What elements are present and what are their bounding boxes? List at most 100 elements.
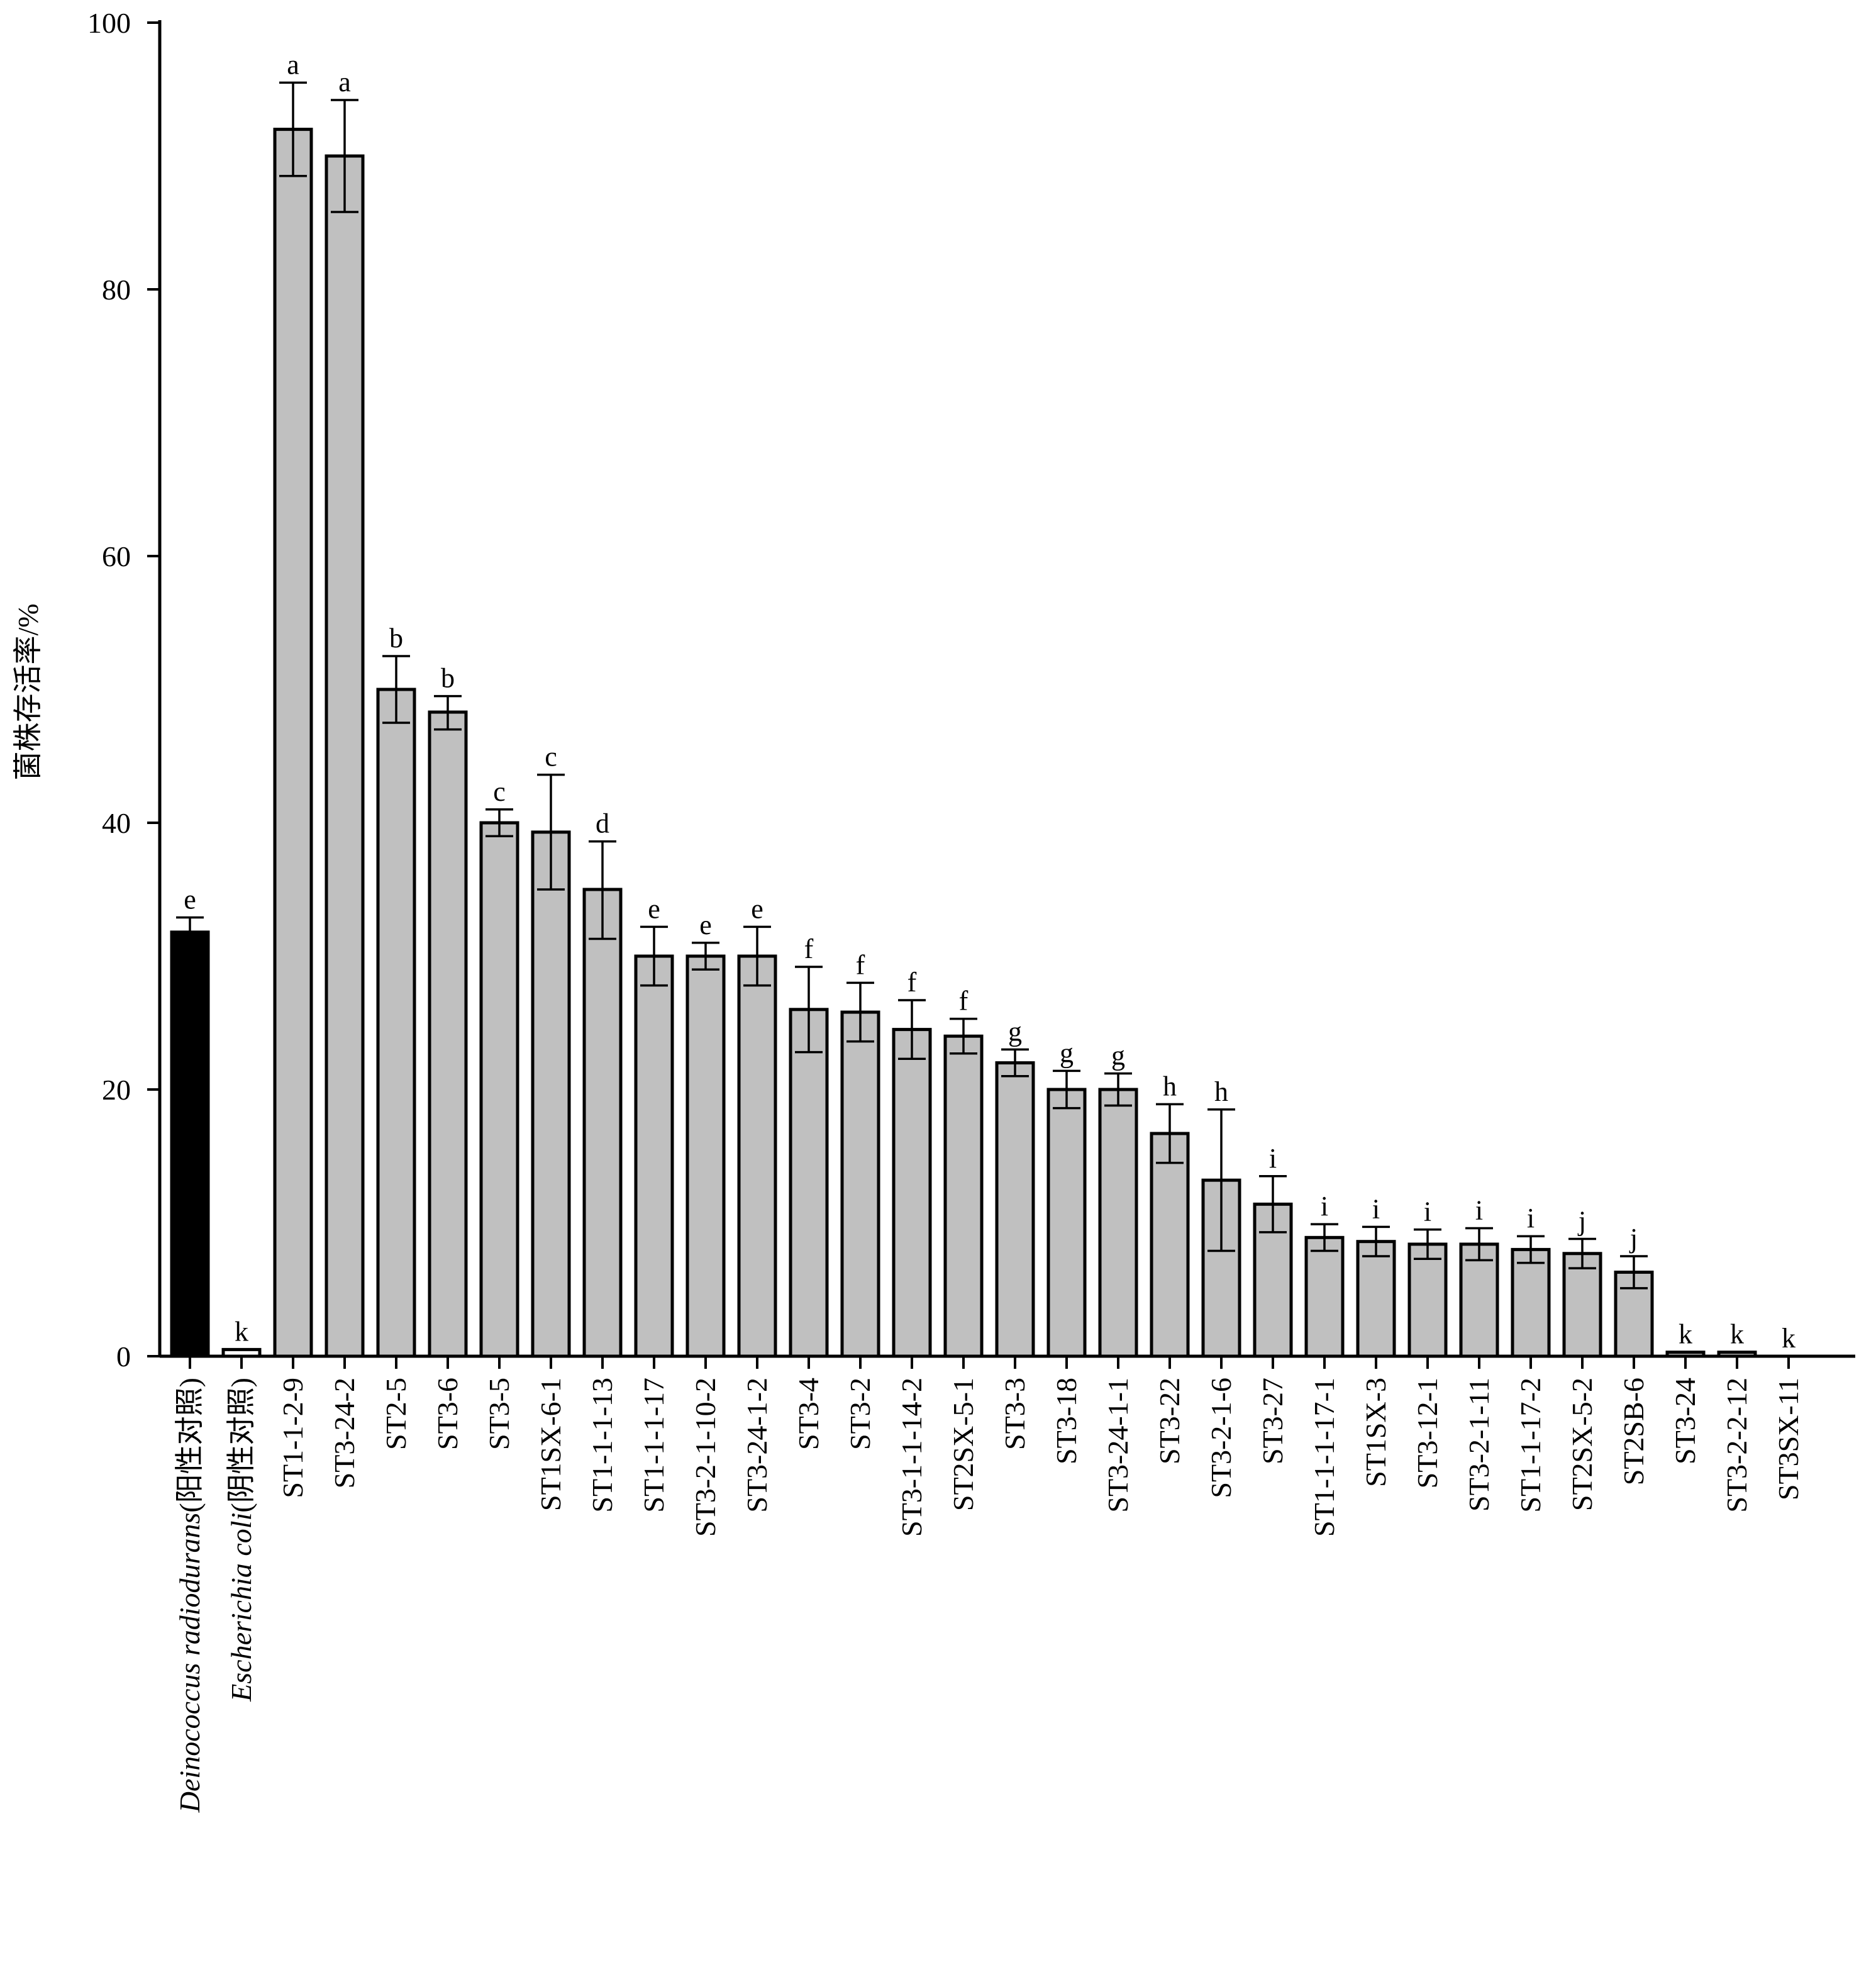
bar — [634, 954, 674, 1358]
significance-label: a — [287, 49, 299, 80]
x-tick-label: ST1-1-1-13 — [586, 1378, 618, 1513]
bar — [221, 1347, 262, 1358]
bar — [582, 888, 623, 1358]
significance-label: h — [1163, 1071, 1177, 1101]
x-tick-label: ST3-27 — [1257, 1378, 1289, 1464]
significance-label: i — [1269, 1143, 1277, 1174]
significance-label: g — [1060, 1037, 1074, 1068]
x-tick-label-species: Escherichia coli — [225, 1513, 257, 1702]
significance-label: b — [389, 623, 403, 654]
significance-label: f — [856, 949, 865, 980]
x-tick-label: ST2-5 — [380, 1378, 412, 1450]
bar — [892, 1028, 932, 1358]
significance-label: e — [751, 893, 763, 924]
x-tick-label: ST3-2 — [844, 1378, 876, 1450]
y-tick-label: 0 — [116, 1340, 131, 1373]
y-tick-label: 40 — [102, 807, 131, 839]
y-tick-label: 80 — [102, 274, 131, 306]
significance-label: i — [1424, 1196, 1431, 1227]
x-tick-label: Deinococcus radiodurans(阳性对照) — [174, 1378, 206, 1813]
significance-label: a — [338, 67, 351, 98]
x-tick-label: ST3-4 — [792, 1378, 824, 1450]
bars — [170, 128, 1757, 1358]
bar — [428, 710, 468, 1358]
bar — [1407, 1242, 1448, 1358]
significance-label: h — [1214, 1076, 1228, 1107]
significance-label: k — [1679, 1319, 1692, 1350]
bar — [1459, 1242, 1499, 1358]
significance-label: k — [1730, 1319, 1744, 1350]
x-tick-label: Escherichia coli(阴性对照) — [225, 1378, 257, 1702]
bar — [479, 821, 519, 1358]
y-axis: 0 20 40 60 80 100 — [87, 7, 162, 1373]
significance-label: d — [596, 808, 609, 839]
bar — [995, 1061, 1035, 1358]
x-tick-label: ST1-1-17-2 — [1514, 1378, 1546, 1513]
significance-label: f — [804, 933, 814, 964]
x-tick-label: ST3-22 — [1153, 1378, 1185, 1464]
x-tick-label: ST3-1-1-14-2 — [896, 1378, 928, 1537]
bar — [531, 830, 571, 1358]
bar — [325, 154, 365, 1358]
bar — [1665, 1351, 1706, 1358]
x-tick-label: ST3-5 — [483, 1378, 515, 1450]
x-tick-label: ST3-2-2-12 — [1721, 1378, 1753, 1513]
significance-label: i — [1372, 1193, 1380, 1224]
x-tick-label: ST2SX-5-2 — [1566, 1378, 1598, 1511]
x-tick-label: ST1-1-1-17 — [638, 1378, 670, 1513]
bar — [376, 688, 416, 1358]
significance-label: c — [493, 776, 506, 807]
x-tick-label: ST3-18 — [1050, 1378, 1082, 1464]
x-tick-label: ST1-1-1-17-1 — [1308, 1378, 1340, 1537]
bar — [170, 930, 210, 1358]
bar — [1511, 1247, 1551, 1358]
x-axis — [160, 1354, 1855, 1369]
x-tick-label: ST2SX-5-1 — [947, 1378, 979, 1511]
bar — [840, 1010, 880, 1358]
significance-label: i — [1475, 1195, 1483, 1225]
x-tick-label: ST1SX-3 — [1360, 1378, 1392, 1487]
x-tick-label: ST3-24-1-1 — [1102, 1378, 1134, 1513]
x-tick-label: ST3-2-1-11 — [1463, 1378, 1495, 1512]
y-tick-label: 100 — [87, 7, 131, 39]
bar — [1304, 1235, 1345, 1358]
x-tick-label: ST2SB-6 — [1618, 1378, 1650, 1485]
significance-label: i — [1527, 1203, 1535, 1234]
x-tick-label-species: Deinococcus radiodurans — [174, 1513, 206, 1814]
significance-label: k — [235, 1316, 248, 1347]
significance-label: j — [1577, 1205, 1586, 1236]
bar — [1150, 1132, 1190, 1358]
bar — [1046, 1088, 1087, 1358]
significance-labels: e k a a b b c c d e e e f f f f g g g h h i i i i i i j j k k k — [184, 49, 1796, 1354]
y-tick-label: 60 — [102, 540, 131, 572]
bar — [1717, 1351, 1757, 1358]
bar — [789, 1008, 829, 1358]
significance-label: c — [545, 742, 557, 772]
y-tick-label: 20 — [102, 1074, 131, 1106]
bar — [1356, 1240, 1396, 1358]
x-tick-label-suffix: (阴性对照) — [225, 1378, 257, 1513]
bar — [737, 954, 777, 1358]
x-tick-label: ST3-24 — [1669, 1378, 1701, 1464]
x-tick-label: ST3-3 — [999, 1378, 1031, 1450]
significance-label: e — [184, 884, 196, 915]
x-tick-label: ST3-24-1-2 — [741, 1378, 773, 1513]
significance-label: j — [1629, 1223, 1638, 1254]
x-tick-label: ST3-2-1-6 — [1205, 1378, 1237, 1498]
bar — [273, 128, 313, 1358]
x-tick-label: ST3-12-1 — [1411, 1378, 1443, 1488]
significance-label: i — [1321, 1191, 1328, 1222]
x-tick-label: ST3-24-2 — [328, 1378, 360, 1488]
x-tick-label-suffix: (阳性对照) — [174, 1378, 206, 1513]
x-tick-label: ST3-6 — [431, 1378, 463, 1450]
significance-label: e — [699, 910, 712, 940]
x-tick-labels: Deinococcus radiodurans(阳性对照) Escherichia… — [174, 1378, 1804, 1813]
significance-label: f — [959, 986, 969, 1017]
significance-label: g — [1008, 1016, 1022, 1047]
x-tick-label: ST1SX-6-1 — [535, 1378, 567, 1511]
significance-label: e — [648, 893, 660, 924]
significance-label: f — [907, 967, 917, 998]
bar — [685, 954, 726, 1358]
